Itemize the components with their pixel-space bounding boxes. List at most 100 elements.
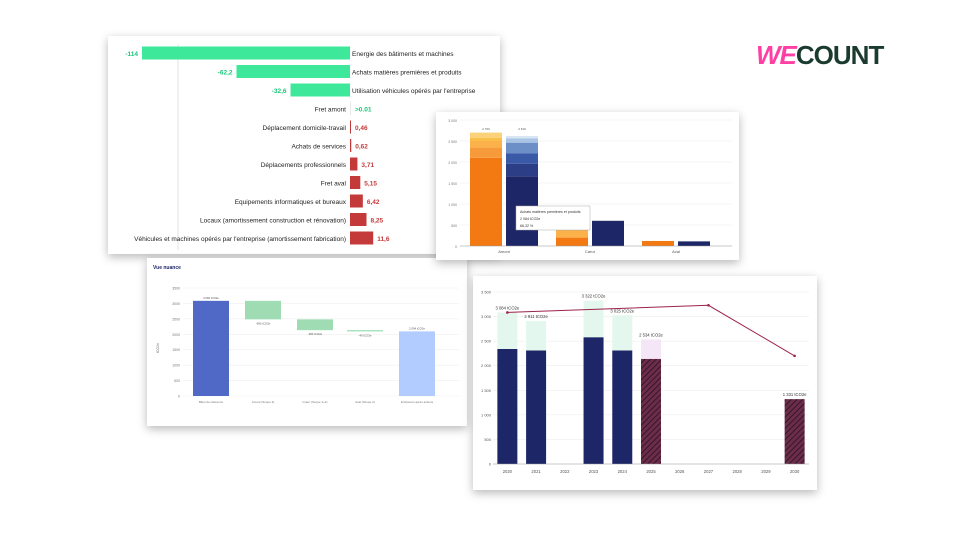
value-label: -600 tCO2e: [256, 321, 271, 325]
tooltip: Achats matières premières et produits 2 0…: [515, 205, 591, 231]
waterfall-card: Vue nuance 0 500 1000 1500 2000 2500 3000 3500 tC…: [147, 258, 467, 426]
bar-segment: [506, 138, 538, 143]
bar-segment: [583, 337, 604, 464]
bar-segment: [470, 141, 502, 148]
trajectory-card: 0 500 1 000 1 500 2 000 2 500 3 000 3 500 3 084 …: [473, 276, 817, 490]
bar-segment: [470, 147, 502, 158]
waterfall-bar: [347, 330, 383, 332]
bar: [350, 213, 367, 226]
y-tick-label: 2500: [172, 317, 180, 321]
y-tick-label: 3500: [172, 287, 180, 291]
bar-segment: [612, 315, 633, 351]
x-tick-label: 2021: [531, 469, 541, 474]
waterfall-bar: [245, 300, 281, 320]
x-tick-label: 2026: [675, 469, 685, 474]
bar: [350, 120, 351, 134]
bar-segment: [470, 157, 502, 246]
bar-segment: [506, 163, 538, 177]
bar-segment: [784, 399, 805, 464]
bar: [350, 194, 363, 208]
y-tick-label: 0: [455, 245, 457, 249]
tooltip-text: 2 084 tCO2e: [520, 217, 540, 221]
value-label: 11,6: [377, 236, 390, 243]
wecount-logo: WECOUNT: [756, 40, 884, 70]
bar: [350, 139, 352, 152]
x-tick-label: 2020: [503, 469, 513, 474]
category-label: Véhicules et machines opérés par l'entre…: [134, 236, 346, 243]
y-tick-label: 3000: [172, 302, 180, 306]
x-tick-label: Bilan de référence: [199, 400, 224, 404]
bar-segment: [470, 132, 502, 138]
x-tick-label: 2025: [646, 469, 656, 474]
y-tick-label: 2 000: [448, 161, 457, 165]
value-label: -32,6: [272, 88, 287, 95]
waterfall-bar: [399, 331, 435, 396]
y-tick-label: 1 500: [481, 388, 492, 393]
y-tick-label: 1 500: [448, 182, 457, 186]
category-label: Déplacements professionnels: [261, 162, 347, 169]
x-tick-label: 2027: [704, 469, 714, 474]
x-tick-label: Cœur (Scope 1+2): [303, 400, 328, 404]
y-tick-label: 1 000: [481, 412, 492, 417]
y-tick-label: 2 000: [481, 363, 492, 368]
bar: [350, 176, 361, 189]
y-tick-label: 1500: [172, 348, 180, 352]
y-tick-label: 2 500: [448, 140, 457, 144]
category-label: Equipements informatiques et bureaux: [235, 199, 347, 206]
value-label: >0.01: [355, 107, 372, 114]
y-tick-label: 2000: [172, 333, 180, 337]
value-label: 0,62: [355, 144, 368, 151]
y-axis-label: tCO2e: [156, 343, 160, 353]
y-tick-label: 500: [484, 437, 491, 442]
category-label: Achats de services: [291, 144, 346, 151]
value-label: 3,71: [361, 162, 374, 169]
value-label: 8,25: [371, 218, 384, 225]
value-label: 0,46: [355, 125, 368, 132]
bar-label: 3 025 tCO2e: [610, 308, 634, 313]
y-tick-label: 500: [174, 379, 180, 383]
x-tick-label: Amont: [498, 249, 510, 254]
y-tick-label: 0: [489, 462, 492, 467]
bar: [290, 83, 350, 97]
emissions-by-category-chart: -114 Energie des bâtiments et machines -62…: [125, 44, 476, 250]
bar-total-label: 2 700: [482, 127, 490, 131]
bar-label: 3 084 tCO2e: [495, 305, 519, 310]
trajectory-chart: 0 500 1 000 1 500 2 000 2 500 3 000 3 500 3 084 …: [481, 290, 809, 474]
waterfall-chart: Vue nuance 0 500 1000 1500 2000 2500 3000 3500 tC…: [153, 265, 459, 404]
category-label: Déplacement domicile-travail: [263, 125, 347, 132]
bar-segment: [556, 226, 588, 238]
y-tick-label: 0: [178, 395, 180, 399]
bar: [236, 65, 350, 78]
bar: [350, 102, 351, 115]
emissions-by-category-card: -114 Energie des bâtiments et machines -62…: [108, 36, 500, 254]
bar: [350, 231, 374, 245]
bar-segment: [641, 358, 661, 464]
y-tick-label: 3 000: [448, 119, 457, 123]
x-tick-label: 2024: [618, 469, 628, 474]
bar-label: 2 911 tCO2e: [524, 314, 548, 319]
x-tick-label: Aval: [672, 249, 680, 254]
value-label: -40 tCO2e: [359, 333, 372, 337]
y-tick-label: 3 500: [481, 290, 492, 295]
category-label: Energie des bâtiments et machines: [352, 51, 454, 58]
y-tick-label: 2 500: [481, 339, 492, 344]
value-label: -350 tCO2e: [308, 332, 323, 336]
x-tick-label: Emissions après actions: [401, 400, 434, 404]
category-label: Utilisation véhicules opérés par l'entre…: [352, 88, 476, 95]
bar: [350, 157, 358, 171]
x-tick-label: 2028: [733, 469, 743, 474]
bar-label: 2 534 tCO2e: [639, 332, 663, 337]
category-label: Locaux (amortissement construction et ré…: [200, 218, 346, 225]
bar-label: 3 322 tCO2e: [582, 294, 606, 299]
bar-total-label: 2 619: [518, 127, 526, 131]
category-label: Achats matières premières et produits: [352, 70, 462, 77]
waterfall-bar: [297, 319, 333, 331]
category-label: Fret amont: [315, 107, 347, 114]
x-tick-label: 2023: [589, 469, 599, 474]
bar-segment: [583, 300, 604, 338]
trajectory-point: [793, 354, 796, 358]
bar-segment: [506, 142, 538, 154]
trajectory-point: [707, 303, 710, 307]
bar-segment: [497, 349, 518, 464]
value-label: -62,2: [218, 70, 233, 77]
